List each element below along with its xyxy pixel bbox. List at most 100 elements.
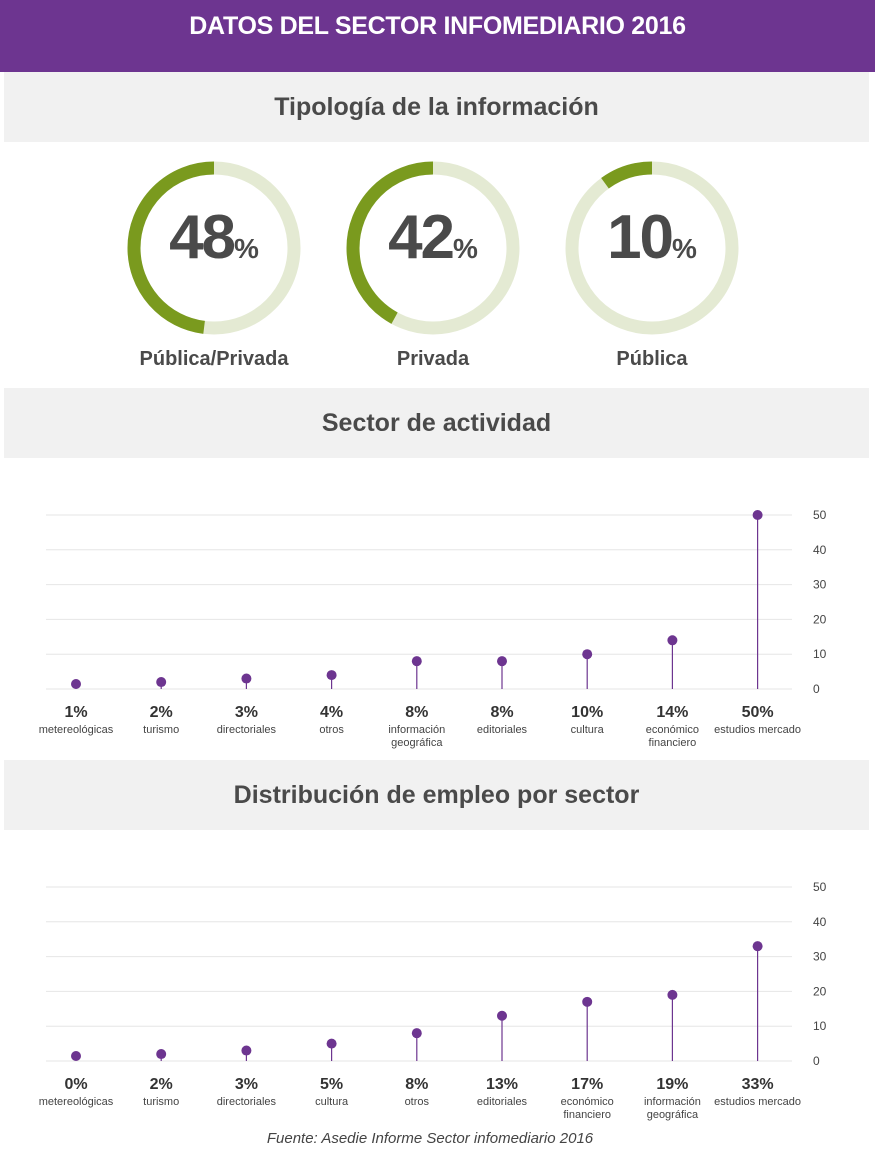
donut-arc-2 — [346, 161, 520, 335]
category-percent: 14% — [656, 704, 689, 721]
category-percent: 50% — [741, 704, 774, 721]
lollipop-point — [241, 1045, 252, 1056]
donut-svg-2 — [346, 161, 520, 335]
lollipop-point — [156, 1049, 167, 1060]
category-label: metereológicas — [38, 724, 114, 736]
donut-label-3: Pública — [616, 348, 688, 370]
section-title-tipologia: Tipología de la información — [274, 93, 599, 121]
section-title-actividad: Sector de actividad — [321, 409, 552, 437]
lollipop-point — [71, 1051, 81, 1061]
source-note: Fuente: Asedie Informe Sector infomediar… — [266, 1130, 594, 1147]
category-percent: 2% — [149, 704, 173, 721]
lollipop-point — [326, 670, 337, 681]
category-percent: 10% — [571, 704, 604, 721]
category-label: información geográfica — [388, 724, 446, 749]
donut-chart-1: 48% — [126, 160, 302, 336]
donut-svg-3 — [565, 161, 739, 335]
y-tick-label: 50 — [813, 508, 827, 522]
lollipop-chart-empleo: 50 40 30 20 10 0 0% metereológicas 2% turismo 3% di… — [0, 872, 875, 1127]
category-label: turismo — [143, 1096, 180, 1108]
lollipop-point — [667, 635, 678, 646]
category-label: editoriales — [476, 724, 528, 736]
lollipop-point — [411, 1028, 422, 1039]
category-percent: 17% — [571, 1076, 604, 1093]
category-label: editoriales — [476, 1096, 528, 1108]
section-title-empleo: Distribución de empleo por sector — [233, 781, 640, 809]
category-label: cultura — [315, 1096, 349, 1108]
category-label: directoriales — [216, 1096, 277, 1108]
category-percent: 0% — [64, 1076, 88, 1093]
donut-label-1: Pública/Privada — [139, 348, 289, 370]
category-label: metereológicas — [38, 1096, 114, 1108]
lollipop-point — [326, 1038, 337, 1049]
category-percent: 8% — [490, 704, 514, 721]
lollipop-point — [582, 996, 593, 1007]
lollipop-svg-2: 50 40 30 20 10 0 — [46, 880, 827, 1067]
category-percent: 8% — [405, 704, 429, 721]
lollipop-point — [752, 510, 763, 520]
donut-label-2: Privada — [396, 348, 470, 370]
y-tick-label: 30 — [813, 578, 827, 592]
category-label: cultura — [570, 724, 604, 736]
section-header-actividad: Sector de actividad — [4, 388, 869, 458]
donut-value-1: 48% — [126, 202, 302, 273]
lollipop-point — [752, 941, 763, 952]
category-percent: 3% — [234, 704, 258, 721]
lollipop-point — [71, 679, 81, 689]
donut-value-2: 42% — [345, 202, 521, 273]
y-tick-label: 0 — [813, 682, 820, 695]
category-percent: 4% — [320, 704, 344, 721]
donut-arc-1 — [127, 161, 301, 335]
category-label: otros — [404, 1096, 430, 1108]
y-tick-label: 20 — [813, 612, 827, 626]
y-tick-label: 20 — [813, 984, 827, 998]
category-percent: 5% — [320, 1076, 344, 1093]
lollipop-point — [582, 649, 593, 660]
category-percent: 33% — [741, 1076, 774, 1093]
category-label: económico financiero — [560, 1096, 614, 1121]
donut-percent-sign-1: % — [234, 233, 259, 264]
section-header-empleo: Distribución de empleo por sector — [4, 760, 869, 830]
y-tick-label: 10 — [813, 1019, 827, 1033]
y-tick-label: 40 — [813, 915, 827, 929]
category-percent: 2% — [149, 1076, 173, 1093]
category-label: directoriales — [216, 724, 277, 736]
donut-chart-2: 42% — [345, 160, 521, 336]
category-percent: 3% — [234, 1076, 258, 1093]
donut-number-2: 42 — [388, 203, 455, 272]
donut-arc-3 — [565, 161, 739, 335]
donut-svg-1 — [127, 161, 301, 335]
lollipop-point — [241, 673, 252, 684]
y-tick-label: 50 — [813, 880, 827, 894]
page-title: DATOS DEL SECTOR INFOMEDIARIO 2016 — [189, 12, 686, 40]
category-percent: 13% — [485, 1076, 519, 1093]
donut-number-3: 10 — [607, 203, 674, 272]
lollipop-point — [156, 677, 167, 688]
lollipop-svg-1: 50 40 30 20 10 0 — [46, 508, 827, 695]
section-header-tipologia: Tipología de la información — [4, 72, 869, 142]
y-tick-label: 10 — [813, 647, 827, 661]
lollipop-point — [667, 989, 678, 1000]
category-label: estudios mercado — [714, 724, 801, 736]
category-percent: 1% — [64, 704, 88, 721]
page-header: DATOS DEL SECTOR INFOMEDIARIO 2016 — [0, 0, 875, 72]
lollipop-point — [497, 656, 507, 667]
category-label: otros — [319, 724, 344, 736]
category-label: económico financiero — [645, 724, 699, 749]
donut-chart-3: 10% — [564, 160, 740, 336]
category-percent: 19% — [656, 1076, 689, 1093]
donut-percent-sign-2: % — [453, 233, 478, 264]
donut-number-1: 48 — [169, 203, 236, 272]
category-percent: 8% — [405, 1076, 429, 1093]
category-label: estudios mercado — [714, 1096, 801, 1108]
y-tick-label: 40 — [813, 543, 827, 557]
lollipop-point — [411, 656, 422, 667]
donut-value-3: 10% — [564, 202, 740, 273]
lollipop-point — [497, 1010, 507, 1021]
category-label: información geográfica — [643, 1096, 701, 1121]
y-tick-label: 0 — [813, 1054, 820, 1067]
category-label: turismo — [143, 724, 180, 736]
y-tick-label: 30 — [813, 950, 827, 964]
lollipop-chart-actividad: 50 40 30 20 10 0 1% metereológicas 2% turismo 3% di… — [0, 500, 875, 758]
donut-percent-sign-3: % — [672, 233, 697, 264]
